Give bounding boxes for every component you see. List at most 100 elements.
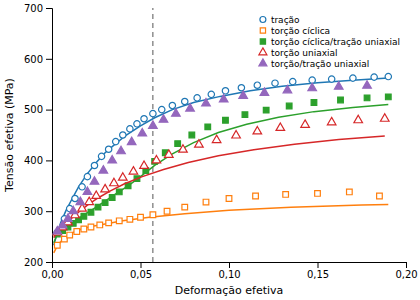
legend-label: tração: [271, 15, 300, 25]
point: [91, 162, 97, 168]
point: [169, 102, 175, 108]
curve: [54, 78, 389, 245]
y-tick-mark: [46, 59, 52, 60]
series: [53, 114, 389, 238]
y-tick-mark: [46, 110, 52, 111]
x-tick: 0,05: [130, 262, 152, 280]
legend-item: torção/tração uniaxial: [259, 59, 369, 69]
x-tick-label: 0,00: [41, 269, 63, 280]
y-tick: 300: [24, 206, 52, 217]
point: [127, 126, 133, 132]
y-tick-label: 700: [24, 3, 43, 14]
point: [212, 135, 221, 142]
point: [159, 115, 168, 122]
point: [113, 138, 119, 144]
series: [54, 73, 392, 245]
x-tick-label: 0,20: [395, 269, 417, 280]
point: [120, 132, 126, 138]
reference-line: [152, 8, 153, 262]
point: [208, 91, 214, 97]
point: [81, 213, 87, 219]
point: [260, 88, 269, 95]
y-tick-mark: [46, 262, 52, 263]
point: [175, 141, 181, 147]
point: [138, 129, 147, 136]
point: [308, 83, 317, 90]
point: [81, 226, 87, 232]
legend-symbol: [259, 48, 267, 55]
point: [239, 91, 248, 98]
x-tick-mark: [141, 262, 142, 268]
point: [253, 193, 259, 199]
point: [272, 80, 278, 86]
point: [149, 121, 158, 128]
legend-item: torção uniaxial: [259, 48, 338, 58]
x-tick-mark: [318, 262, 319, 268]
point: [301, 120, 310, 127]
point: [117, 146, 126, 153]
legend: traçãotorção cíclicatorção cíclica/traçã…: [259, 15, 400, 69]
point: [106, 220, 112, 226]
chart: 0,000,050,100,150,20200300400500600700De…: [0, 0, 420, 300]
point: [83, 187, 92, 194]
point: [186, 104, 195, 111]
point: [179, 145, 188, 152]
curve: [54, 205, 389, 253]
x-tick-label: 0,15: [307, 269, 329, 280]
point: [88, 209, 94, 215]
y-tick-label: 500: [24, 104, 43, 115]
point: [119, 173, 128, 180]
point: [159, 106, 165, 112]
legend-item: torção cíclica: [260, 26, 330, 36]
series: [54, 94, 391, 243]
point: [99, 166, 108, 173]
point: [328, 76, 334, 82]
legend-symbol: [260, 17, 266, 23]
y-tick: 200: [24, 257, 52, 268]
x-tick-label: 0,05: [130, 269, 152, 280]
x-tick: 0,10: [218, 262, 240, 280]
point: [129, 167, 138, 174]
series: [53, 81, 371, 234]
point: [263, 107, 269, 113]
point: [127, 137, 136, 144]
point: [222, 88, 228, 94]
legend-symbol: [260, 28, 265, 33]
point: [232, 131, 241, 138]
point: [350, 75, 356, 81]
point: [338, 97, 344, 103]
legend-label: torção uniaxial: [271, 48, 338, 58]
point: [74, 229, 80, 235]
y-tick: 700: [24, 3, 52, 14]
point: [95, 204, 101, 210]
y-tick-label: 200: [24, 257, 43, 268]
y-tick-mark: [46, 160, 52, 161]
point: [380, 114, 389, 121]
point: [385, 94, 391, 100]
point: [223, 117, 229, 123]
point: [108, 155, 117, 162]
point: [164, 208, 170, 214]
point: [69, 206, 78, 213]
point: [152, 155, 161, 162]
point: [84, 173, 90, 179]
y-axis: 200300400500600700: [24, 3, 53, 268]
point: [102, 200, 108, 206]
point: [189, 132, 195, 138]
legend-label: torção cíclica/tração uniaxial: [271, 37, 400, 47]
x-tick-label: 0,10: [218, 269, 240, 280]
point: [92, 191, 101, 198]
point: [79, 184, 85, 190]
point: [127, 217, 133, 223]
point: [150, 110, 156, 116]
point: [315, 191, 321, 197]
x-axis-title: Deformação efetiva: [175, 284, 284, 297]
point: [134, 121, 140, 127]
point: [64, 214, 73, 221]
legend-symbol: [259, 59, 267, 66]
y-tick: 500: [24, 104, 52, 115]
point: [203, 199, 209, 205]
point: [182, 204, 188, 210]
point: [88, 224, 94, 230]
point: [238, 85, 244, 91]
